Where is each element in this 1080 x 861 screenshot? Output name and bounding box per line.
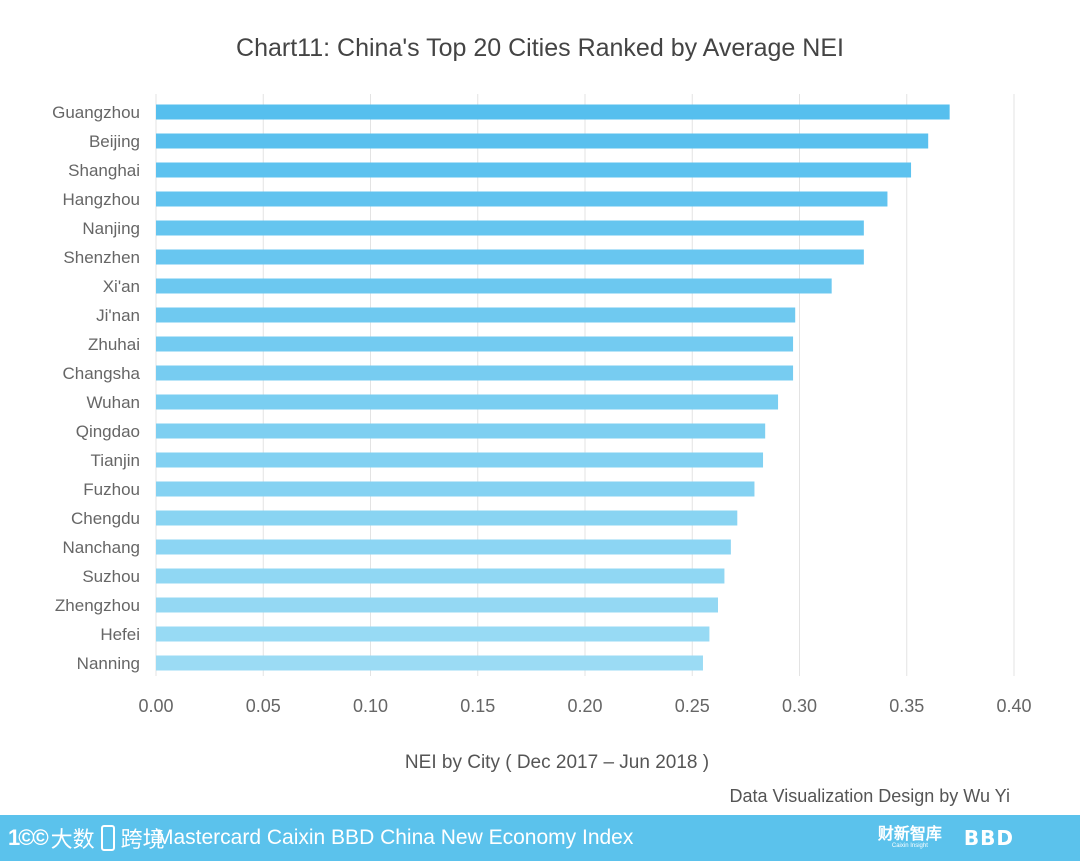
category-label: Zhengzhou <box>55 596 140 615</box>
bbd-logo: BBD <box>963 826 1014 850</box>
category-label: Shanghai <box>68 161 140 180</box>
category-label: Shenzhen <box>63 248 140 267</box>
bar <box>156 104 950 120</box>
category-label: Nanning <box>77 654 140 673</box>
x-tick-label: 0.05 <box>246 696 281 716</box>
bar <box>156 307 796 323</box>
phone-icon <box>100 825 115 851</box>
bar <box>156 365 794 381</box>
footer-bar: 1©© 大数 跨境 Mastercard Caixin BBD China Ne… <box>0 815 1080 861</box>
bar <box>156 336 794 352</box>
x-tick-label: 0.35 <box>889 696 924 716</box>
bar <box>156 133 929 149</box>
bar <box>156 655 703 671</box>
category-label: Qingdao <box>76 422 140 441</box>
design-credit: Data Visualization Design by Wu Yi <box>729 786 1011 806</box>
category-label: Nanchang <box>62 538 140 557</box>
bar <box>156 423 766 439</box>
bar <box>156 510 738 526</box>
bar <box>156 162 912 178</box>
x-tick-label: 0.25 <box>675 696 710 716</box>
category-label: Fuzhou <box>83 480 140 499</box>
category-labels: Guangzhou Beijing Shanghai Hangzhou Nanjing S… <box>52 103 140 673</box>
category-label: Xi'an <box>103 277 140 296</box>
category-label: Nanjing <box>82 219 140 238</box>
footer-partner-logos: 财新智库 Caixin Insight BBD <box>878 815 1014 861</box>
category-label: Ji'nan <box>96 306 140 325</box>
bar <box>156 191 888 207</box>
category-label: Zhuhai <box>88 335 140 354</box>
x-tick-label: 0.30 <box>782 696 817 716</box>
grid-lines <box>155 94 1015 676</box>
x-tick-label: 0.20 <box>567 696 602 716</box>
bar <box>156 452 764 468</box>
brand-text-1: 大数 <box>50 827 95 852</box>
category-label: Chengdu <box>71 509 140 528</box>
category-label: Beijing <box>89 132 140 151</box>
bar <box>156 278 832 294</box>
x-tick-label: 0.15 <box>460 696 495 716</box>
chart-title: Chart11: China's Top 20 Cities Ranked by… <box>236 34 844 62</box>
bar <box>156 568 725 584</box>
x-tick-label: 0.10 <box>353 696 388 716</box>
category-label: Tianjin <box>91 451 140 470</box>
bar <box>156 539 731 555</box>
brand-text-2: 跨境 <box>120 827 165 852</box>
category-label: Hangzhou <box>62 190 140 209</box>
bar <box>156 597 718 613</box>
bars <box>156 104 950 671</box>
bar <box>156 249 864 265</box>
caixin-logo: 财新智库 Caixin Insight <box>877 826 942 850</box>
bar <box>156 394 779 410</box>
footer-title: Mastercard Caixin BBD China New Economy … <box>156 826 634 849</box>
x-tick-label: 0.40 <box>996 696 1031 716</box>
bar <box>156 481 755 497</box>
x-tick-label: 0.00 <box>138 696 173 716</box>
bar <box>156 626 710 642</box>
category-label: Guangzhou <box>52 103 140 122</box>
category-label: Wuhan <box>86 393 140 412</box>
bar <box>156 220 864 236</box>
x-tick-labels: 0.00 0.05 0.10 0.15 0.20 0.25 0.30 0.35 0.40 <box>138 696 1031 716</box>
footer-brand-logo: 1©© 大数 跨境 <box>8 821 165 855</box>
caixin-logo-text: 财新智库 <box>877 826 942 843</box>
caixin-logo-subtitle: Caixin Insight <box>891 843 928 849</box>
category-label: Suzhou <box>82 567 140 586</box>
brand-mark: 1©© <box>8 825 49 850</box>
category-label: Changsha <box>62 364 140 383</box>
category-label: Hefei <box>100 625 140 644</box>
x-axis-label: NEI by City ( Dec 2017 – Jun 2018 ) <box>404 752 710 773</box>
